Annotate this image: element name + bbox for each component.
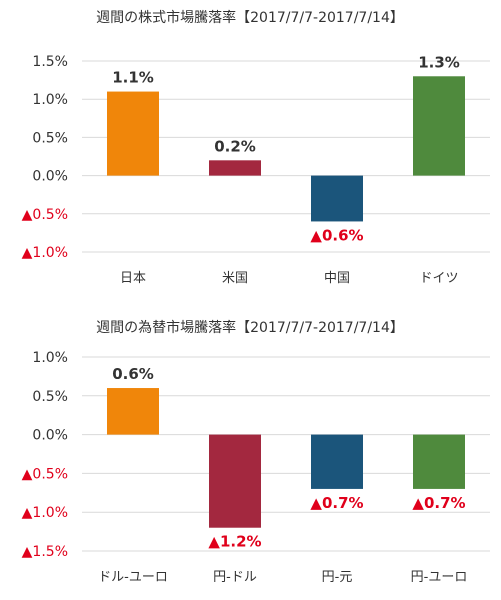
y-tick-label: ▲1.5% — [22, 544, 68, 560]
y-tick-label: ▲0.5% — [22, 207, 68, 223]
data-label: 1.3% — [418, 53, 460, 71]
x-category-label: ドイツ — [419, 271, 458, 286]
stock-chart: 週間の株式市場騰落率【2017/7/7-2017/7/14】 1.5% 1.0% 0… — [22, 9, 490, 286]
bar — [413, 434, 465, 489]
stock-chart-svg: 週間の株式市場騰落率【2017/7/7-2017/7/14】 1.5% 1.0% 0… — [22, 9, 490, 286]
y-tick-label: ▲0.5% — [22, 466, 68, 482]
y-tick-label: 0.5% — [32, 389, 68, 405]
y-tick-label: 1.0% — [32, 350, 68, 366]
bar — [209, 434, 261, 528]
y-tick-label: ▲1.0% — [22, 245, 68, 261]
fx-chart-svg: 週間の為替市場騰落率【2017/7/7-2017/7/14】 1.0% 0.5% 0… — [22, 319, 490, 585]
y-tick-label: 1.0% — [32, 92, 68, 108]
bar — [107, 388, 159, 435]
x-category-label: 円-ドル — [213, 570, 257, 585]
x-category-label: 米国 — [222, 271, 248, 286]
bar — [107, 91, 159, 176]
chart-title: 週間の為替市場騰落率【2017/7/7-2017/7/14】 — [96, 319, 404, 336]
data-label: ▲0.7% — [412, 494, 465, 512]
bar — [413, 76, 465, 176]
data-label: ▲0.6% — [310, 226, 363, 244]
chart-title: 週間の株式市場騰落率【2017/7/7-2017/7/14】 — [96, 9, 404, 26]
y-tick-label: 1.5% — [32, 54, 68, 70]
fx-chart: 週間の為替市場騰落率【2017/7/7-2017/7/14】 1.0% 0.5% 0… — [0, 300, 501, 600]
y-tick-label: 0.0% — [32, 428, 68, 444]
data-label: 0.6% — [112, 365, 154, 383]
bar — [209, 160, 261, 176]
x-category-label: ドル-ユーロ — [98, 570, 168, 585]
y-tick-label: ▲1.0% — [22, 505, 68, 521]
data-label: ▲0.7% — [310, 494, 363, 512]
x-category-label: 円-ユーロ — [411, 570, 468, 585]
bar — [311, 434, 363, 489]
data-label: 0.2% — [214, 137, 256, 155]
x-category-label: 円-元 — [322, 570, 353, 585]
data-label: 1.1% — [112, 69, 154, 87]
y-tick-label: 0.0% — [32, 169, 68, 185]
y-tick-label: 0.5% — [32, 130, 68, 146]
x-category-label: 中国 — [324, 271, 350, 286]
x-category-label: 日本 — [120, 271, 146, 286]
data-label: ▲1.2% — [208, 533, 261, 551]
bar — [311, 175, 363, 222]
